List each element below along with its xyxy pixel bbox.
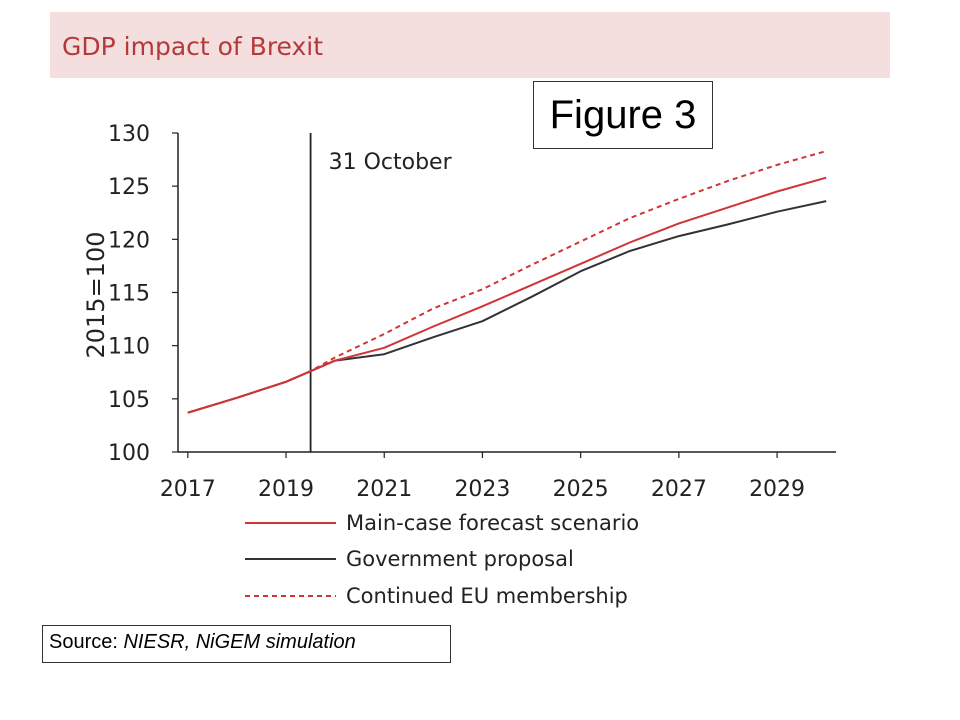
- series-line-continued-eu-membership: [187, 150, 827, 414]
- y-tick-label: 125: [108, 175, 150, 200]
- x-tick-label: 2023: [454, 477, 510, 502]
- y-tick-label: 100: [108, 441, 150, 466]
- title-banner: GDP impact of Brexit: [50, 12, 890, 78]
- series-line-government-proposal: [187, 200, 827, 414]
- y-tick-label: 115: [108, 282, 150, 307]
- x-tick-label: 2021: [356, 477, 412, 502]
- y-tick-label: 110: [108, 335, 150, 360]
- chart-axes: 100 105 110 115 120 125 130 2017 2019 2021 2023 202…: [82, 122, 836, 502]
- y-tick-label: 120: [108, 228, 150, 253]
- chart-title: GDP impact of Brexit: [62, 32, 324, 61]
- chart-marks: 31 October: [187, 133, 827, 452]
- x-tick-label: 2025: [553, 477, 609, 502]
- y-axis-label: 2015=100: [82, 232, 110, 359]
- source-text: NIESR, NiGEM simulation: [123, 631, 356, 653]
- legend-label: Government proposal: [346, 547, 574, 571]
- chart-legend: Main-case forecast scenario Government pr…: [245, 511, 639, 608]
- source-note: Source: NIESR, NiGEM simulation: [42, 625, 451, 663]
- x-tick-label: 2029: [749, 477, 805, 502]
- x-tick-label: 2017: [160, 477, 216, 502]
- x-tick-label: 2027: [651, 477, 707, 502]
- annotation-label: 31 October: [329, 150, 453, 175]
- y-tick-label: 130: [108, 122, 150, 147]
- series-line-main-case-forecast-scenario: [187, 176, 827, 414]
- figure-label: Figure 3: [549, 92, 697, 137]
- legend-label: Main-case forecast scenario: [346, 511, 639, 535]
- x-tick-label: 2019: [258, 477, 314, 502]
- figure-label-box: Figure 3: [533, 81, 713, 149]
- source-prefix: Source:: [49, 631, 124, 653]
- y-tick-label: 105: [108, 388, 150, 413]
- legend-label: Continued EU membership: [346, 584, 628, 608]
